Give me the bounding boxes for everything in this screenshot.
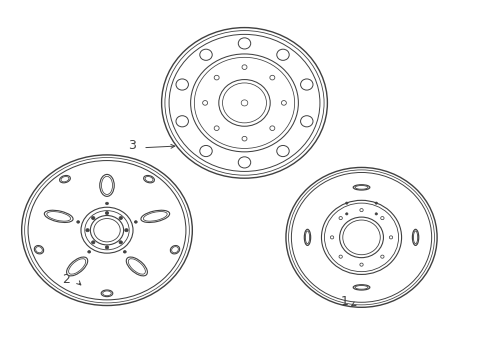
Ellipse shape xyxy=(214,126,219,131)
Ellipse shape xyxy=(91,216,95,220)
Ellipse shape xyxy=(105,202,108,205)
Ellipse shape xyxy=(242,65,246,69)
Ellipse shape xyxy=(90,216,123,245)
Ellipse shape xyxy=(324,203,398,272)
Ellipse shape xyxy=(300,116,312,127)
Ellipse shape xyxy=(164,31,324,175)
Ellipse shape xyxy=(145,176,153,182)
Ellipse shape xyxy=(354,185,367,189)
Ellipse shape xyxy=(81,207,133,253)
Ellipse shape xyxy=(242,136,246,141)
Ellipse shape xyxy=(101,290,113,297)
Ellipse shape xyxy=(194,57,294,148)
Ellipse shape xyxy=(241,100,247,106)
Ellipse shape xyxy=(84,211,129,250)
Ellipse shape xyxy=(28,161,185,300)
Ellipse shape xyxy=(169,34,319,171)
Ellipse shape xyxy=(200,145,212,157)
Ellipse shape xyxy=(44,210,73,222)
Ellipse shape xyxy=(123,251,126,253)
Ellipse shape xyxy=(388,236,392,239)
Ellipse shape xyxy=(354,285,367,289)
Text: 1: 1 xyxy=(340,296,347,309)
Ellipse shape xyxy=(359,208,363,212)
Ellipse shape xyxy=(34,246,43,254)
Text: 2: 2 xyxy=(62,273,70,286)
Ellipse shape xyxy=(143,175,154,183)
Ellipse shape xyxy=(374,202,377,204)
Ellipse shape xyxy=(413,231,417,244)
Ellipse shape xyxy=(352,185,369,190)
Ellipse shape xyxy=(338,216,342,220)
Ellipse shape xyxy=(60,175,70,183)
Ellipse shape xyxy=(304,229,310,246)
Ellipse shape xyxy=(134,221,137,223)
Ellipse shape xyxy=(338,255,342,258)
Ellipse shape xyxy=(374,213,377,215)
Ellipse shape xyxy=(345,202,347,204)
Ellipse shape xyxy=(171,247,178,253)
Ellipse shape xyxy=(339,217,383,258)
Ellipse shape xyxy=(91,241,95,244)
Ellipse shape xyxy=(87,251,90,253)
Ellipse shape xyxy=(281,100,286,105)
Ellipse shape xyxy=(66,257,87,276)
Ellipse shape xyxy=(119,216,122,220)
Ellipse shape xyxy=(94,219,120,242)
Ellipse shape xyxy=(68,259,85,274)
Ellipse shape xyxy=(176,116,188,127)
Ellipse shape xyxy=(141,210,169,222)
Ellipse shape xyxy=(321,200,401,274)
Ellipse shape xyxy=(214,75,219,80)
Ellipse shape xyxy=(161,28,327,178)
Ellipse shape xyxy=(101,176,112,194)
Ellipse shape xyxy=(330,236,333,239)
Ellipse shape xyxy=(47,212,70,221)
Ellipse shape xyxy=(300,79,312,90)
Ellipse shape xyxy=(305,231,309,244)
Ellipse shape xyxy=(119,241,122,244)
Ellipse shape xyxy=(105,211,108,215)
Ellipse shape xyxy=(411,229,418,246)
Ellipse shape xyxy=(288,170,433,305)
Ellipse shape xyxy=(276,49,288,60)
Ellipse shape xyxy=(36,247,42,253)
Ellipse shape xyxy=(61,176,69,182)
Ellipse shape xyxy=(102,291,111,296)
Ellipse shape xyxy=(276,145,288,157)
Ellipse shape xyxy=(238,38,250,49)
Text: 3: 3 xyxy=(128,139,136,152)
Ellipse shape xyxy=(200,49,212,60)
Ellipse shape xyxy=(105,246,108,249)
Ellipse shape xyxy=(291,172,431,302)
Ellipse shape xyxy=(143,212,167,221)
Ellipse shape xyxy=(269,75,274,80)
Ellipse shape xyxy=(176,79,188,90)
Ellipse shape xyxy=(24,158,189,303)
Ellipse shape xyxy=(342,220,380,255)
Ellipse shape xyxy=(86,229,89,232)
Ellipse shape xyxy=(126,257,147,276)
Ellipse shape xyxy=(100,174,114,196)
Ellipse shape xyxy=(128,259,145,274)
Ellipse shape xyxy=(21,155,192,306)
Ellipse shape xyxy=(238,157,250,168)
Ellipse shape xyxy=(269,126,274,131)
Ellipse shape xyxy=(352,285,369,290)
Ellipse shape xyxy=(380,255,383,258)
Ellipse shape xyxy=(124,229,128,232)
Ellipse shape xyxy=(202,100,207,105)
Ellipse shape xyxy=(345,213,347,215)
Ellipse shape xyxy=(77,221,80,223)
Ellipse shape xyxy=(170,246,179,254)
Ellipse shape xyxy=(380,216,383,220)
Ellipse shape xyxy=(190,54,298,152)
Ellipse shape xyxy=(222,83,266,123)
Ellipse shape xyxy=(218,80,270,126)
Ellipse shape xyxy=(285,167,436,307)
Ellipse shape xyxy=(359,263,363,266)
